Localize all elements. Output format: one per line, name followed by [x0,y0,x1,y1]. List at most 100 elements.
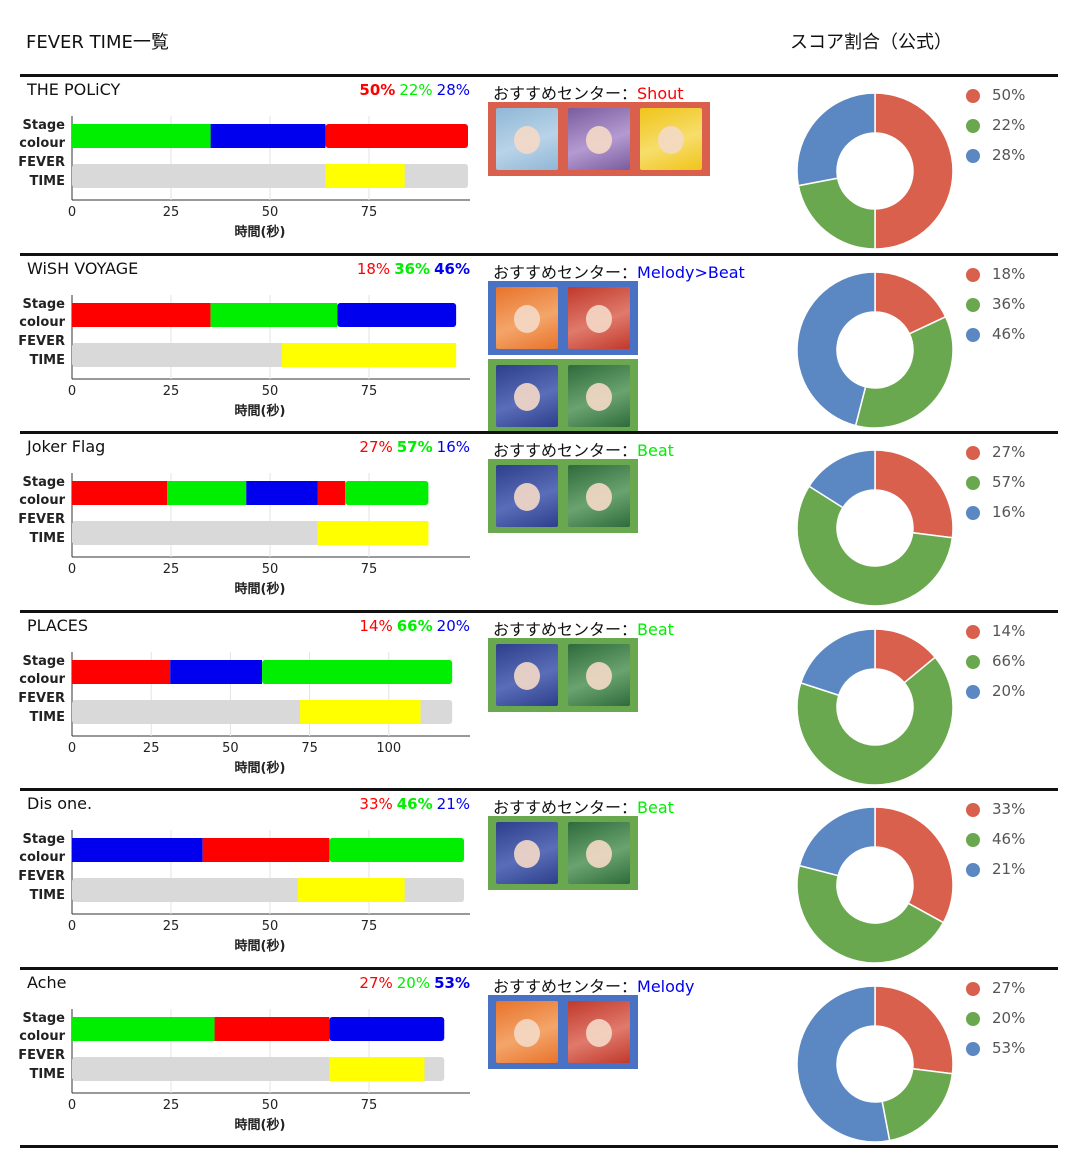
orange-hood-character-icon[interactable] [496,286,558,349]
colour-label: colour [19,315,65,330]
fever-timeline-chart: Stage colour FEVER TIME 0 25 50 75 100 時間(秒) [18,651,470,776]
stage-label: Stage [23,297,66,312]
section-divider [20,788,1058,791]
x-tick-label: 75 [361,919,378,934]
legend-dot-icon [966,267,980,282]
thumbnail-frame [488,816,638,890]
time-label: TIME [29,888,65,903]
score-share-donut [796,984,954,1143]
score-percentage: 16% [436,438,470,456]
x-tick-label: 25 [163,384,180,399]
stage-colour-segment [329,838,465,862]
fever-track [72,878,465,902]
stage-colour-segment [214,1016,330,1041]
blue-bear-hood-character-icon[interactable] [496,108,558,170]
x-tick-label: 0 [68,1098,76,1113]
fever-time-segment [317,521,429,545]
donut-slice [796,984,891,1143]
green-hood-character-icon[interactable] [568,364,630,427]
score-percentage: 27% [359,438,393,456]
donut-slice [799,627,876,696]
fever-timeline-chart: Stage colour FEVER TIME 0 25 50 75 時間(秒) [18,473,470,597]
colour-label: colour [19,493,65,508]
x-tick-label: 50 [262,1098,279,1113]
x-tick-label: 75 [361,562,378,577]
song-row: Ache 27% 20% 53% Stage colour FEVER TIME 0 25 50 75… [18,969,1060,1145]
legend-item: 21% [966,860,1046,880]
stage-colour-segment [325,124,468,148]
stage-colour-segment [202,838,330,862]
song-row: PLACES 14% 66% 20% Stage colour FEVER TIME 0 25 50… [18,612,1060,788]
legend-item: 14% [966,622,1046,642]
fever-timeline-chart: Stage colour FEVER TIME 0 25 50 75 時間(秒) [18,830,470,954]
recommended-center-value: Shout [637,84,684,103]
score-percentage: 28% [436,81,470,99]
navy-hood-character-icon[interactable] [496,822,558,884]
song-row: Joker Flag 27% 57% 16% Stage colour FEVER TIME 0… [18,433,1060,609]
score-percentages: 27% 20% 53% [355,974,470,992]
score-share-donut [796,627,954,786]
score-share-donut [796,806,954,964]
donut-slice [796,485,954,607]
score-percentage: 18% [356,259,391,278]
recommended-center-label: おすすめセンター：Beat [493,616,674,640]
song-title: WiSH VOYAGE [27,258,139,278]
stage-colour-segment [72,481,168,505]
fever-label: FEVER [18,334,65,349]
purple-hood-character-icon[interactable] [568,108,630,170]
legend-label: 27% [992,978,1026,997]
recommended-center-prefix: おすすめセンター： [493,262,638,282]
x-tick-label: 100 [376,741,401,756]
score-percentage: 36% [394,259,431,278]
green-hood-character-icon[interactable] [568,643,630,706]
red-hair-character-icon[interactable] [568,286,630,349]
score-percentage: 53% [434,973,470,992]
stage-colour-segment [72,659,171,684]
legend-item: 33% [966,800,1046,820]
recommended-center-prefix: おすすめセンター： [493,441,638,460]
thumbnail-frame [488,280,638,355]
stage-colour-segment [262,659,453,684]
navy-hood-character-icon[interactable] [496,643,558,706]
song-title: Dis one. [27,794,93,813]
fever-timeline-chart: Stage colour FEVER TIME 0 25 50 75 時間(秒) [18,294,470,419]
navy-hood-character-icon[interactable] [496,364,558,427]
section-divider [20,966,1058,970]
colour-label: colour [19,850,65,865]
song-title: PLACES [27,615,89,635]
legend-item: 22% [966,116,1046,136]
song-row: Dis one. 33% 46% 21% Stage colour FEVER TIME 0 25… [18,790,1060,966]
x-axis-title: 時間(秒) [235,938,286,954]
x-tick-label: 75 [361,384,378,399]
recommended-center-label: おすすめセンター：Melody [493,973,695,997]
thumbnail-frame [488,637,638,712]
fever-timeline-chart: Stage colour FEVER TIME 0 25 50 75 時間(秒) [18,1008,470,1133]
donut-slice [797,177,876,250]
red-hair-character-icon[interactable] [568,1000,630,1063]
song-title: Ache [27,972,67,992]
navy-hood-character-icon[interactable] [496,465,558,527]
legend-dot-icon [966,833,980,847]
legend-dot-icon [966,684,980,699]
time-label: TIME [29,353,65,368]
orange-hood-character-icon[interactable] [496,1000,558,1063]
legend-item: 16% [966,503,1046,523]
legend-label: 18% [992,264,1026,283]
yellow-hood-character-icon[interactable] [640,108,702,170]
x-tick-label: 0 [68,741,76,756]
stage-label: Stage [23,475,66,490]
fever-time-segment [300,699,421,724]
x-tick-label: 0 [68,205,76,220]
green-hood-character-icon[interactable] [568,822,630,884]
song-row: THE POLiCY 50% 22% 28% Stage colour FEVER TIME 0… [18,76,1060,252]
legend-label: 16% [992,503,1026,521]
legend-label: 66% [992,651,1026,670]
recommended-center-value: Beat [637,798,674,817]
green-hood-character-icon[interactable] [568,465,630,527]
stage-colour-segment [167,481,247,505]
recommended-center-label: おすすめセンター：Beat [493,437,674,461]
legend-item: 27% [966,979,1046,999]
score-percentage: 20% [436,616,470,635]
song-title: THE POLiCY [27,80,121,99]
legend-item: 50% [966,86,1046,106]
